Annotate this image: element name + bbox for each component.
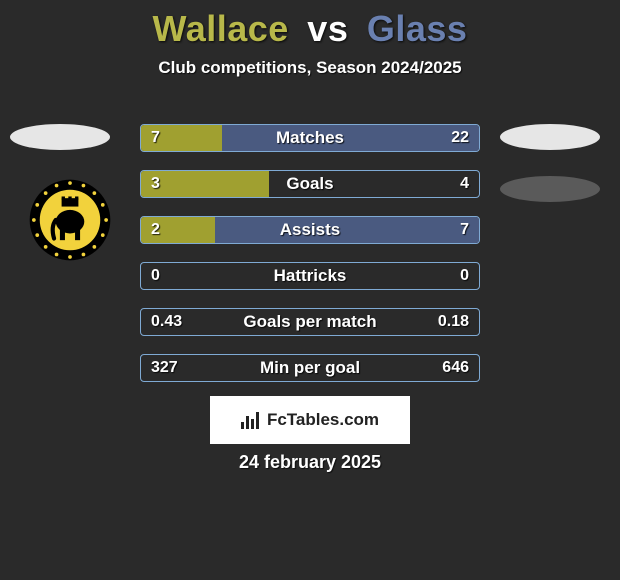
player2-club-placeholder (500, 176, 600, 202)
player1-photo-placeholder (10, 124, 110, 150)
snapshot-date: 24 february 2025 (0, 452, 620, 473)
brand-chart-icon (241, 411, 259, 429)
comparison-card: Wallace vs Glass Club competitions, Seas… (0, 0, 620, 580)
stat-label: Matches (141, 125, 479, 151)
stat-row: 327646Min per goal (140, 354, 480, 382)
stat-label: Min per goal (141, 355, 479, 381)
player2-photo-placeholder (500, 124, 600, 150)
brand-text: FcTables.com (267, 410, 379, 430)
stat-label: Assists (141, 217, 479, 243)
stat-row: 722Matches (140, 124, 480, 152)
stat-row: 34Goals (140, 170, 480, 198)
stat-label: Goals per match (141, 309, 479, 335)
stat-label: Goals (141, 171, 479, 197)
player2-name: Glass (367, 8, 468, 49)
club-badge-icon (28, 178, 112, 262)
subtitle: Club competitions, Season 2024/2025 (0, 58, 620, 78)
player1-name: Wallace (153, 8, 289, 49)
stats-table: 722Matches 34Goals 27Assists 00Hattricks 0.4… (140, 124, 480, 400)
source-brand: FcTables.com (210, 396, 410, 444)
vs-label: vs (307, 8, 348, 49)
stat-row: 0.430.18Goals per match (140, 308, 480, 336)
player1-club-badge (28, 178, 112, 262)
stat-row: 27Assists (140, 216, 480, 244)
stat-row: 00Hattricks (140, 262, 480, 290)
stat-label: Hattricks (141, 263, 479, 289)
page-title: Wallace vs Glass (0, 0, 620, 50)
